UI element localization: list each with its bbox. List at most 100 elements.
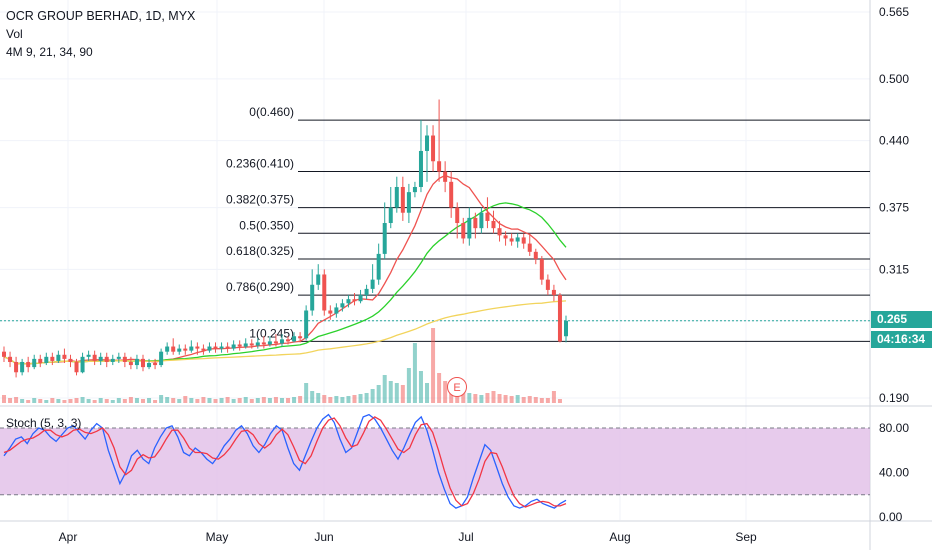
volume-bar [237,398,242,403]
volume-bar [8,398,13,403]
candle-body [183,348,188,351]
candle-body [346,299,351,304]
time-tick-label: Jun [314,530,333,544]
volume-bar [497,394,502,403]
candle-body [225,346,230,349]
candle-body [334,307,339,314]
stoch-tick-label: 80.00 [879,421,909,435]
volume-bar [231,399,236,403]
candle-body [14,361,19,373]
last-price-badge: 0.265 [871,311,932,328]
volume-bar [473,394,478,403]
candle-body [189,346,194,351]
volume-bar [128,397,133,403]
candle-body [50,356,55,361]
candle-body [213,346,218,349]
price-tick-label: 0.315 [879,262,909,276]
volume-bar [292,397,297,403]
candle-body [479,212,484,229]
candle-body [86,354,91,357]
volume-bar [183,396,188,403]
earnings-event-icon[interactable]: E [447,377,467,397]
candle-body [249,343,254,346]
volume-bar [334,396,339,403]
candle-body [564,320,568,337]
volume-bar [110,400,115,403]
time-axis[interactable]: Apr May Jun Jul Aug Sep [59,530,757,544]
candle-body [159,351,164,366]
candle-body [237,344,242,347]
stoch-legend: Stoch (5, 3, 3) [6,416,82,430]
volume-bar [140,399,145,403]
volume-bar [50,398,55,403]
candle-body [328,310,333,314]
candle-body [38,358,43,364]
candle-body [20,361,25,373]
candle-body [122,356,127,362]
volume-legend: Vol [6,27,23,41]
candle-body [140,358,145,368]
volume-bar [394,383,399,403]
volume-bar [370,389,375,403]
fib-level-label: 0.236(0.410) [226,157,294,171]
candle-body [267,341,272,345]
candle-body [461,223,466,239]
price-tick-label: 0.565 [879,5,909,19]
time-tick-label: Aug [609,530,630,544]
candle-body [406,192,411,213]
candle-body [195,346,200,349]
candle-body [68,358,73,362]
stoch-k-line [3,413,567,509]
volume-bar [491,391,496,403]
candle-body [545,279,550,290]
candle-body [358,295,363,302]
candle-body [521,237,526,244]
candle-body [56,354,61,361]
fib-level-label: 0.618(0.325) [226,244,294,258]
candle-body [382,223,387,254]
price-tick-label: 0.500 [879,72,909,86]
candle-body [503,235,508,239]
volume-bar [539,398,544,403]
candle-body [533,251,538,260]
candle-body [104,356,109,362]
candle-body [286,339,291,342]
candle-body [400,186,405,213]
candle-body [171,346,176,352]
fib-level-label: 1(0.245) [249,326,294,340]
time-tick-label: Sep [735,530,757,544]
volume-bar [134,398,139,403]
volume-bar [32,398,37,403]
volume-bar [388,381,393,403]
volume-bar [279,398,284,403]
volume-bar [346,396,351,403]
candle-body [443,171,448,182]
volume-bar [364,393,369,403]
volume-bar [153,400,158,403]
candle-body [394,186,399,208]
volume-bar [273,397,278,403]
moving-average-line [3,174,567,365]
time-tick-label: May [206,530,229,544]
price-axis[interactable]: 0.565 0.500 0.440 0.375 0.315 0.190 80.00 40.00… [879,5,909,524]
candle-body [32,358,37,368]
candle-body [292,336,297,342]
fibonacci-retracement[interactable]: 0(0.460) 0.236(0.410) 0.382(0.375) 0.5(0.35… [0,105,870,342]
volume-bar [62,400,67,403]
volume-bar [557,399,562,403]
ma-legend: 4M 9, 21, 34, 90 [6,45,93,59]
volume-bar [267,398,272,403]
candle-body [551,289,556,296]
candle-body [376,253,381,280]
candle-body [437,161,442,172]
volume-bar [189,398,194,403]
candle-body [473,217,478,229]
volume-bar [328,397,333,403]
candle-body [340,303,345,308]
candle-body [352,299,357,302]
candle-body [165,346,170,352]
volume-bar [213,399,218,403]
volume-bar [56,399,61,403]
candle-body [116,356,121,359]
volume-bar [310,391,315,403]
